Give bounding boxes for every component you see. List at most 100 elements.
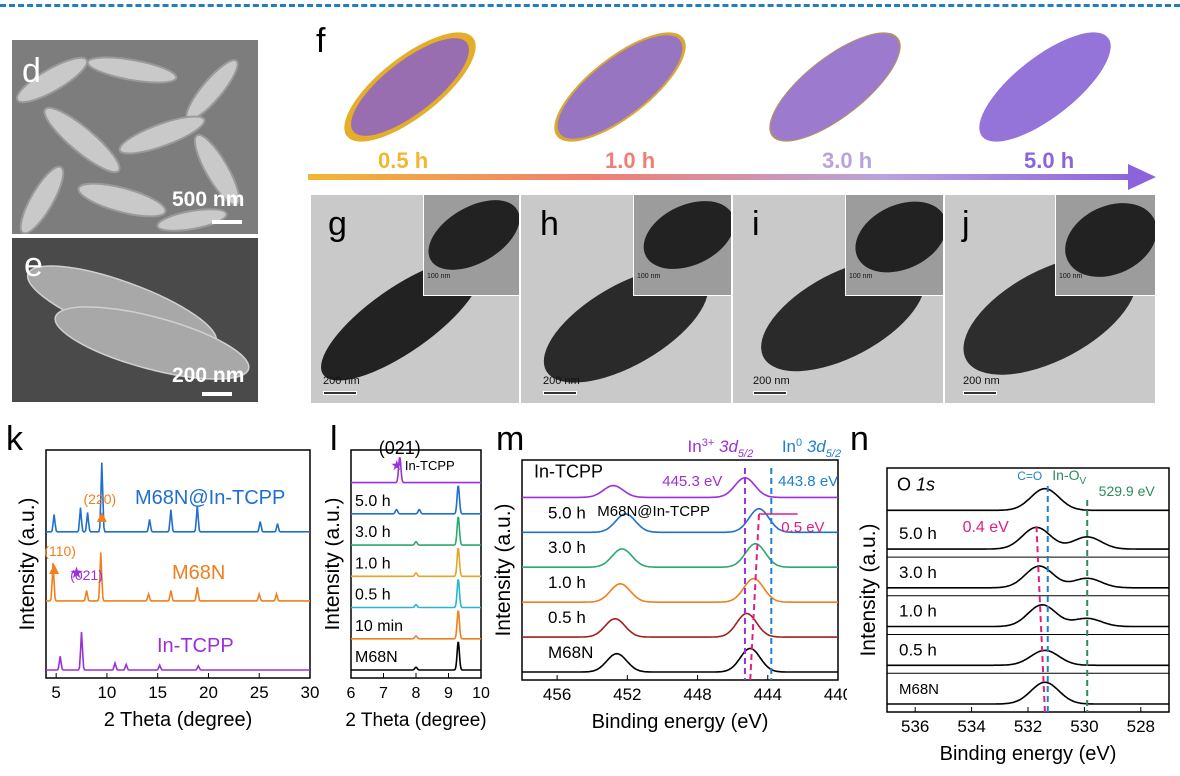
n-xtick-label-3: 530 — [1070, 717, 1098, 736]
n-series-line-4 — [887, 649, 1169, 667]
panel-label-i: i — [752, 205, 760, 243]
stage-label-1: 1.0 h — [605, 148, 656, 173]
n-series-label-4: 0.5 h — [899, 640, 937, 659]
n-xlabel: Binding energy (eV) — [940, 743, 1117, 765]
tem-image-h: 100 nm 200 nm — [521, 195, 731, 403]
stage-label-3: 5.0 h — [1024, 148, 1075, 173]
m-series-line-4 — [522, 612, 838, 638]
panel-label-e: e — [24, 246, 43, 284]
panel-label-m: m — [496, 420, 525, 458]
m-xtick-label-1: 452 — [613, 685, 641, 704]
tem-j-scale-label: 200 nm — [963, 375, 1000, 387]
sem-e-scale-label: 200 nm — [172, 364, 245, 387]
l-series-label-6: M68N — [355, 649, 398, 666]
n-series-label-3: 1.0 h — [899, 602, 937, 621]
m-series-label-3: 1.0 h — [548, 573, 586, 592]
chart-l: 6 7 8 9 10 2 Theta (degree) Intensity (a.u.) 5.… — [325, 438, 490, 731]
n-series-label-1: 5.0 h — [899, 524, 937, 543]
sem-d-scale-label: 500 nm — [172, 188, 245, 211]
l-xtick-label-1: 7 — [379, 685, 388, 702]
k-series-line-2 — [46, 631, 310, 671]
l-annotation-1: In-TCPP — [405, 458, 455, 473]
k-series-label-2: In-TCPP — [157, 635, 234, 657]
m-ylabel: Intensity (a.u.) — [492, 503, 515, 636]
sem-d-scale-bar — [212, 220, 242, 224]
m-annotation-1: In0 3d5/2 — [782, 437, 841, 460]
l-ylabel: Intensity (a.u.) — [325, 497, 344, 630]
n-series-line-0 — [887, 487, 1169, 512]
m-annotation-2: 445.3 eV — [662, 473, 722, 490]
n-plot-frame — [886, 467, 1170, 713]
n-xtick-label-1: 534 — [957, 717, 985, 736]
k-xtick-label-5: 30 — [301, 683, 320, 702]
m-xlabel: Binding energy (eV) — [592, 711, 769, 733]
tem-g-inset-scale: 100 nm — [427, 273, 451, 280]
tem-i-inset-scale: 100 nm — [849, 273, 873, 280]
l-marker-star: ★ — [390, 457, 403, 473]
k-series-line-0 — [46, 462, 310, 533]
panel-label-k: k — [6, 420, 23, 458]
panel-label-l: l — [330, 420, 338, 458]
l-series-label-2: 3.0 h — [355, 524, 391, 541]
evolution-schematic — [344, 32, 1111, 142]
k-annotation-2: (021) — [70, 567, 103, 583]
k-xtick-label-4: 25 — [250, 683, 269, 702]
l-series-label-5: 10 min — [355, 618, 403, 635]
n-series-label-2: 3.0 h — [899, 563, 937, 582]
l-series-line-6 — [351, 641, 481, 671]
sem-rods-d — [12, 40, 258, 234]
l-xlabel: 2 Theta (degree) — [345, 710, 486, 731]
m-series-line-5 — [522, 647, 838, 673]
stage-label-2: 3.0 h — [822, 148, 873, 173]
n-annotation-3: 0.4 eV — [963, 519, 1010, 536]
n-annotation-0: C=O — [1017, 469, 1042, 483]
l-xtick-label-0: 6 — [347, 685, 356, 702]
l-series-line-2 — [351, 516, 481, 546]
panel-label-f: f — [316, 22, 326, 60]
tem-g-scale-bar — [323, 391, 357, 395]
m-plot-frame — [521, 459, 839, 681]
sem-image-e: 200 nm — [12, 238, 258, 402]
l-xtick-label-3: 9 — [444, 685, 453, 702]
m-xtick-label-4: 440 — [824, 685, 847, 704]
tem-i-scale-label: 200 nm — [753, 375, 790, 387]
n-series-label-5: M68N — [899, 681, 939, 698]
k-series-line-1 — [46, 552, 310, 602]
n-xtick-label-2: 532 — [1014, 717, 1042, 736]
tem-h-inset-scale: 100 nm — [637, 273, 661, 280]
m-series-line-2 — [522, 542, 838, 568]
n-series-label-0: O 1s — [897, 474, 935, 494]
k-xtick-label-1: 10 — [97, 683, 116, 702]
m-xtick-label-2: 448 — [683, 685, 711, 704]
tem-j-scale-bar — [963, 391, 997, 395]
l-series-line-5 — [351, 610, 481, 640]
l-xtick-label-4: 10 — [472, 685, 490, 702]
panel-label-n: n — [850, 420, 869, 458]
n-annotation-2: 529.9 eV — [1099, 483, 1156, 499]
tem-j-inset-scale: 100 nm — [1059, 273, 1083, 280]
k-annotation-0: (220) — [84, 491, 117, 507]
n-xtick-label-0: 536 — [901, 717, 929, 736]
sem-e-scale-bar — [202, 392, 232, 396]
k-marker-triangle-220 — [96, 512, 107, 522]
m-annotation-3: 443.8 eV — [778, 473, 838, 490]
panel-label-j: j — [962, 205, 970, 243]
k-marker-triangle-110 — [49, 564, 60, 574]
l-series-line-4 — [351, 579, 481, 609]
n-series-line-2 — [887, 565, 1169, 589]
tem-h-scale-label: 200 nm — [543, 375, 580, 387]
m-series-label-2: 3.0 h — [548, 538, 586, 557]
m-annotation-4: M68N@In-TCPP — [597, 503, 710, 520]
k-plot-frame — [45, 449, 311, 679]
m-xtick-label-3: 444 — [754, 685, 782, 704]
k-xtick-label-3: 20 — [199, 683, 218, 702]
m-xtick-label-0: 456 — [543, 685, 571, 704]
stage-label-0: 0.5 h — [378, 148, 429, 173]
n-xtick-label-4: 528 — [1127, 717, 1155, 736]
sem-rods-e — [12, 238, 258, 402]
m-series-line-0 — [522, 477, 838, 499]
panel-label-g: g — [328, 205, 347, 243]
k-series-label-1: M68N — [172, 562, 225, 584]
k-xtick-label-2: 15 — [148, 683, 167, 702]
m-series-label-5: M68N — [548, 643, 593, 662]
